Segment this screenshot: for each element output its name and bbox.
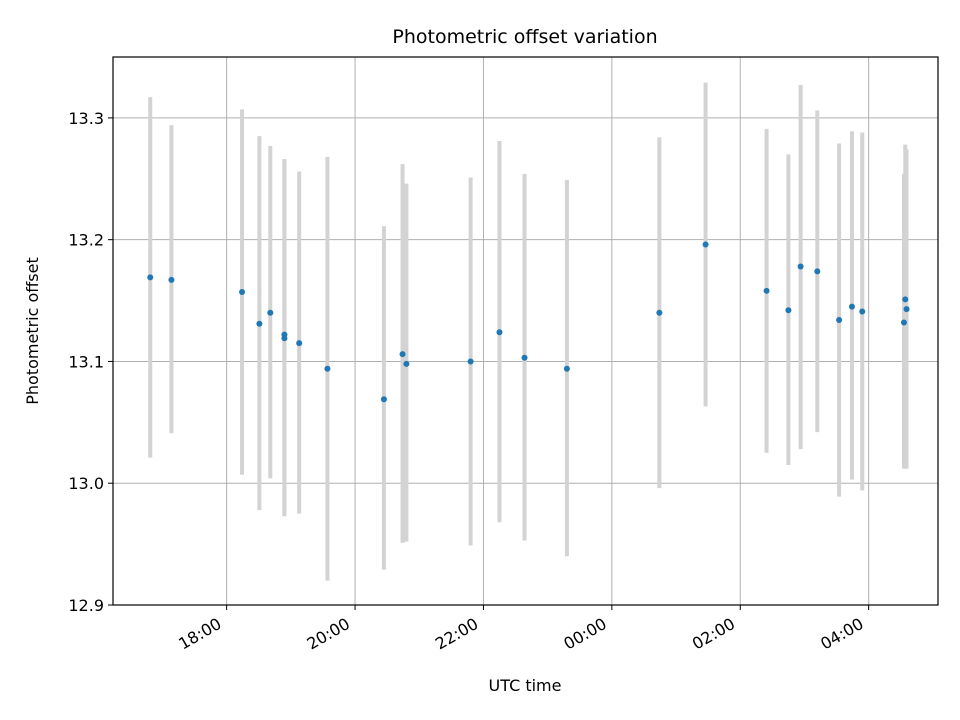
y-axis-ticks: 12.9 13.0 13.1 13.2 13.3	[68, 109, 113, 615]
data-point	[521, 354, 528, 361]
data-point	[239, 289, 246, 296]
data-points	[147, 241, 910, 403]
data-point	[563, 365, 570, 372]
y-tick-label: 13.3	[68, 109, 104, 128]
y-tick-label: 13.1	[68, 352, 104, 371]
y-tick-label: 13.2	[68, 231, 104, 250]
data-point	[324, 365, 331, 372]
data-point	[467, 358, 474, 365]
data-point	[814, 268, 821, 275]
data-point	[903, 306, 910, 313]
data-point	[147, 274, 154, 281]
data-point	[702, 241, 709, 248]
data-point	[785, 307, 792, 314]
y-tick-label: 13.0	[68, 474, 104, 493]
plot-frame	[112, 56, 939, 606]
data-point	[836, 317, 843, 324]
data-point	[296, 340, 303, 347]
data-point	[399, 351, 406, 358]
x-axis-label: UTC time	[489, 676, 562, 695]
data-point	[403, 360, 410, 367]
data-point	[848, 303, 855, 310]
data-point	[380, 396, 387, 403]
chart-title: Photometric offset variation	[392, 26, 657, 48]
data-point	[281, 335, 288, 342]
data-point	[656, 309, 663, 316]
data-point	[902, 296, 909, 303]
data-point	[763, 287, 770, 294]
data-point	[900, 319, 907, 326]
data-point	[256, 320, 263, 327]
y-axis-label: Photometric offset	[23, 257, 42, 405]
data-point	[496, 329, 503, 336]
y-tick-label: 12.9	[68, 596, 104, 615]
data-point	[168, 276, 175, 283]
data-point	[797, 263, 804, 270]
data-point	[859, 308, 866, 315]
data-point	[267, 309, 274, 316]
